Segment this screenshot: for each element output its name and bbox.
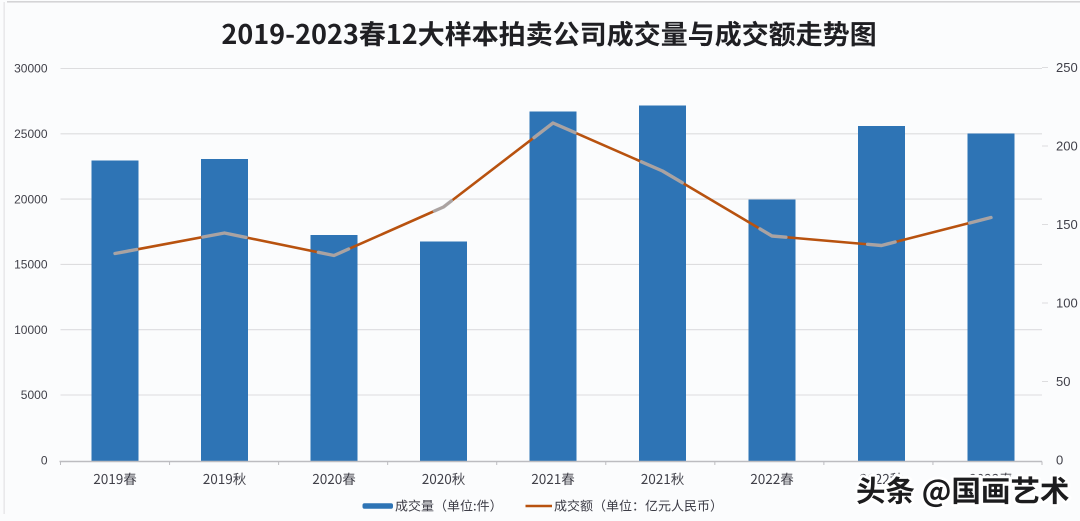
svg-text:5000: 5000 <box>21 388 48 402</box>
svg-text:250: 250 <box>1056 60 1078 75</box>
svg-text:25000: 25000 <box>14 127 48 141</box>
svg-text:150: 150 <box>1056 217 1078 232</box>
svg-text:50: 50 <box>1056 374 1070 389</box>
svg-text:20000: 20000 <box>14 192 48 206</box>
svg-text:30000: 30000 <box>14 62 48 76</box>
svg-text:0: 0 <box>1056 453 1063 468</box>
svg-text:15000: 15000 <box>14 258 48 272</box>
svg-text:200: 200 <box>1056 139 1078 154</box>
svg-text:0: 0 <box>41 454 48 468</box>
svg-text:100: 100 <box>1056 296 1078 311</box>
svg-text:10000: 10000 <box>14 323 48 337</box>
